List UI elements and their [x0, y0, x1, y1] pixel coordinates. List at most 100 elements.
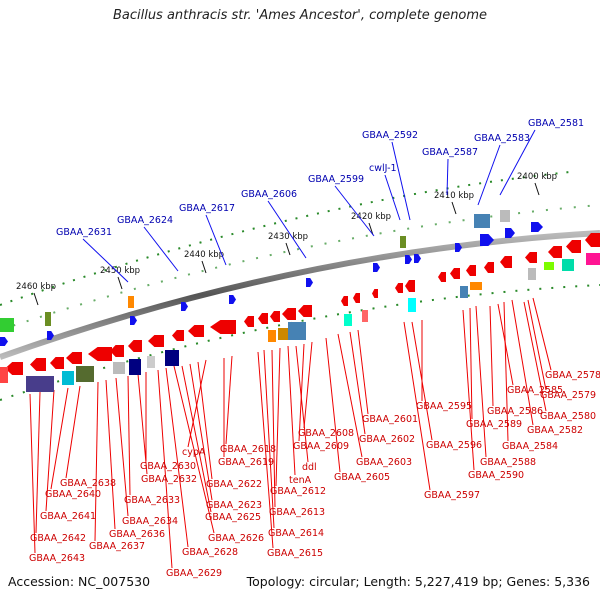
forward-gene-labels: GBAA_2581 GBAA_2583 GBAA_2587 GBAA_2592 cwlJ…: [56, 118, 584, 238]
reverse-leader-line: [94, 381, 99, 542]
reverse-gene-label: GBAA_2618: [220, 444, 276, 455]
reverse-gene-label: GBAA_2605: [334, 472, 390, 483]
reverse-gene-label: tenA: [289, 475, 312, 486]
reverse-leader-line: [65, 385, 81, 479]
cog-colored-gene-block: [460, 286, 468, 298]
reverse-gene-label: GBAA_2637: [89, 541, 145, 552]
forward-leader-line: [499, 129, 536, 196]
scale-ticks: 2400 kbp 2410 kbp 2420 kbp 2430 kbp 2440 kbp…: [16, 172, 557, 306]
cog-colored-gene-block: [268, 330, 276, 342]
reverse-gene-arrow: [258, 313, 268, 324]
reverse-gene-label: GBAA_2608: [298, 428, 354, 439]
scale-tick-label: 2440 kbp: [184, 250, 224, 260]
reverse-leader-line: [225, 355, 233, 445]
reverse-gene-label: GBAA_2614: [268, 528, 324, 539]
scale-tick-mark: [117, 276, 123, 290]
forward-leader-line: [143, 226, 179, 272]
reverse-gene-label: GBAA_2641: [40, 511, 96, 522]
cog-colored-gene-block: [26, 376, 54, 392]
genome-backbone: [0, 230, 600, 360]
cog-colored-gene-block: [500, 210, 510, 222]
reverse-gene-arrow: [172, 330, 184, 341]
cog-colored-gene-block: [586, 253, 600, 265]
reverse-leader-line: [403, 321, 431, 491]
forward-gene-label: GBAA_2587: [422, 147, 478, 158]
reverse-gene-label: GBAA_2629: [166, 568, 222, 579]
reverse-gene-label: GBAA_2609: [293, 441, 349, 452]
reverse-gene-label: GBAA_2615: [267, 548, 323, 559]
reverse-gene-arrow: [566, 240, 581, 253]
reverse-gene-arrow: [438, 272, 446, 282]
reverse-leader-line: [325, 337, 341, 473]
cog-colored-gene-block: [165, 350, 179, 366]
forward-leader-line: [477, 144, 501, 206]
reverse-gene-arrow: [188, 325, 204, 337]
reverse-gene-label: GBAA_2602: [359, 434, 415, 445]
forward-gene-arrow: [505, 228, 515, 238]
forward-gene-label: GBAA_2606: [241, 189, 297, 200]
reverse-leader-line: [271, 349, 276, 508]
cog-colored-gene-block: [278, 328, 288, 340]
scale-tick-label: 2430 kbp: [268, 232, 308, 242]
forward-gene-arrow: [455, 243, 462, 252]
reverse-gene-arrow: [450, 268, 460, 279]
scale-tick-mark: [451, 201, 457, 215]
reverse-leader-line: [503, 301, 509, 442]
reverse-gene-arrow: [244, 316, 254, 327]
reverse-gene-label: GBAA_2597: [424, 490, 480, 501]
reverse-gene-arrow: [372, 289, 378, 298]
cog-colored-gene-block: [288, 322, 306, 340]
reverse-leader-line: [411, 321, 433, 441]
reverse-leader-line: [295, 345, 309, 463]
reverse-gene-arrow: [548, 246, 562, 258]
reverse-gene-label: GBAA_2588: [480, 457, 536, 468]
cog-colored-gene-block: [128, 296, 134, 308]
forward-leader-line: [391, 141, 411, 221]
forward-gene-label: GBAA_2599: [308, 174, 364, 185]
reverse-leader-line: [497, 303, 514, 386]
cog-colored-gene-block: [562, 259, 574, 271]
reverse-gene-label: GBAA_2579: [540, 390, 596, 401]
forward-gene-arrow: [373, 263, 380, 272]
reverse-leader-line: [298, 343, 305, 442]
cog-colored-gene-block: [408, 298, 416, 312]
forward-leader-line: [267, 200, 307, 259]
reverse-gene-label: GBAA_2585: [507, 385, 563, 396]
forward-gene-arrow: [181, 302, 188, 311]
forward-gene-arrow: [480, 234, 494, 246]
forward-gene-arrow: [414, 254, 421, 263]
reverse-gene-label: GBAA_2623: [206, 500, 262, 511]
cog-colored-gene-block: [470, 282, 482, 290]
reverse-gene-arrow: [466, 265, 476, 276]
reverse-gene-arrow: [148, 335, 164, 347]
reverse-gene-arrow: [128, 340, 142, 352]
reverse-gene-label: GBAA_2628: [182, 547, 238, 558]
accession-label: Accession: NC_007530: [8, 574, 151, 589]
reverse-leader-line: [527, 299, 547, 391]
scale-tick-label: 2410 kbp: [434, 191, 474, 201]
reverse-leader-line: [105, 379, 116, 530]
forward-gene-label: GBAA_2624: [117, 215, 173, 226]
reverse-gene-label: ddl: [302, 462, 317, 473]
forward-gene-arrow: [405, 255, 412, 264]
reverse-gene-label: GBAA_2638: [60, 478, 116, 489]
cog-colored-gene-block: [344, 314, 352, 326]
reverse-gene-label: GBAA_2601: [362, 414, 418, 425]
topology-label: Topology: circular; Length: 5,227,419 bp…: [246, 574, 590, 589]
cog-colored-gene-block: [45, 312, 51, 326]
reverse-leader-line: [189, 363, 213, 501]
forward-gene-arrow: [47, 331, 54, 340]
reverse-gene-arrow: [5, 362, 23, 375]
forward-gene-label: GBAA_2617: [179, 203, 235, 214]
reverse-leader-line: [303, 341, 313, 429]
cog-colored-gene-block: [0, 367, 8, 383]
reverse-leader-line: [523, 301, 547, 412]
reverse-gene-label: GBAA_2625: [205, 512, 261, 523]
reverse-gene-label: GBAA_2582: [527, 425, 583, 436]
reverse-gene-label: GBAA_2630: [140, 461, 196, 472]
reverse-leader-line: [197, 361, 213, 480]
reverse-gene-arrow: [110, 345, 124, 357]
scale-tick-label: 2420 kbp: [351, 212, 391, 222]
scale-tick-mark: [201, 260, 207, 274]
reverse-gene-arrow: [585, 233, 600, 247]
